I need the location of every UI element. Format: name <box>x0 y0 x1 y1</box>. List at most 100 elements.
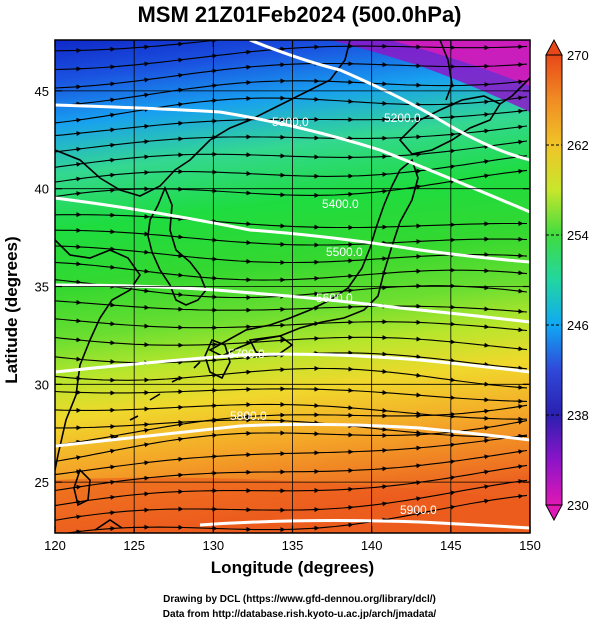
flow-arrow <box>142 427 150 433</box>
flow-arrow <box>448 504 456 510</box>
flow-arrow <box>482 438 490 444</box>
flow-arrow <box>516 79 524 85</box>
streamline <box>55 464 528 507</box>
flow-arrow <box>74 117 82 123</box>
flow-arrow <box>312 291 320 297</box>
flow-arrow <box>142 123 150 129</box>
streamline <box>55 80 528 107</box>
flow-arrow <box>142 61 150 67</box>
streamline <box>55 125 528 153</box>
credit-data: Data from http://database.rish.kyoto-u.a… <box>162 609 437 620</box>
flow-arrow <box>380 408 388 414</box>
contour-label: 5400.0 <box>322 197 359 211</box>
flow-arrow <box>74 356 82 362</box>
flow-arrow <box>414 463 422 469</box>
flow-arrow <box>176 456 184 462</box>
flow-arrow <box>74 318 82 324</box>
flow-arrow <box>448 377 456 383</box>
flow-arrow <box>516 95 524 101</box>
flow-arrow <box>176 292 184 298</box>
streamlines <box>55 40 528 533</box>
flow-arrow <box>74 529 82 533</box>
flow-arrow <box>74 161 82 167</box>
flow-arrow <box>414 372 422 378</box>
flow-arrow <box>516 270 524 276</box>
flow-arrow <box>516 168 524 174</box>
flow-arrow <box>414 354 422 360</box>
streamline <box>55 419 528 438</box>
flow-arrow <box>74 484 82 490</box>
flow-arrow <box>176 234 184 240</box>
flow-arrow <box>482 99 490 105</box>
flow-arrow <box>176 272 184 278</box>
streamline <box>55 318 528 332</box>
flow-arrow <box>210 237 218 243</box>
flow-arrow <box>176 102 184 108</box>
flow-arrow <box>448 442 456 448</box>
colorbar-label: 238 <box>567 408 589 423</box>
flow-arrow <box>74 514 82 520</box>
streamline <box>55 434 528 476</box>
flow-arrow <box>244 64 252 70</box>
contour-label: 5800.0 <box>230 409 267 423</box>
flow-arrow <box>108 112 116 118</box>
contour-label: 5600.0 <box>316 291 353 305</box>
streamline <box>55 40 223 52</box>
streamline <box>55 367 528 389</box>
flow-arrow <box>74 337 82 343</box>
streamline <box>55 214 527 229</box>
flow-arrow <box>516 327 524 333</box>
colorbar-label: 270 <box>567 48 589 63</box>
flow-arrow <box>176 57 184 63</box>
flow-arrow <box>346 505 354 510</box>
flow-arrow <box>380 369 388 374</box>
x-tick-label: 125 <box>123 538 145 553</box>
x-axis-label: Longitude (degrees) <box>210 558 375 577</box>
flow-arrow <box>108 97 116 103</box>
x-tick-label: 145 <box>440 538 462 553</box>
flow-arrow <box>448 164 456 170</box>
flow-arrow <box>448 339 456 345</box>
flow-arrow <box>482 361 490 367</box>
colorbar: 270 262 254 246 238 230 <box>545 38 589 522</box>
contour-label: 5900.0 <box>400 503 437 517</box>
flow-arrow <box>516 478 524 484</box>
streamline <box>55 261 528 281</box>
flow-arrow <box>108 127 116 133</box>
streamline <box>55 169 528 198</box>
flow-arrow <box>74 101 82 107</box>
flow-arrow <box>516 419 524 425</box>
flow-arrow <box>142 268 150 274</box>
streamline <box>55 229 528 246</box>
flow-arrow <box>210 256 218 262</box>
flow-arrow <box>516 288 524 294</box>
flow-arrow <box>380 501 388 507</box>
flow-arrow <box>516 404 524 410</box>
flow-arrow <box>482 128 490 134</box>
flow-arrow <box>414 511 422 517</box>
flow-arrow <box>380 426 388 432</box>
colorbar-label: 246 <box>567 318 589 333</box>
x-tick-label: 140 <box>361 538 383 553</box>
flow-arrow <box>74 191 82 197</box>
flow-arrow <box>516 124 524 130</box>
x-tick-label: 130 <box>202 538 224 553</box>
flow-arrow <box>108 494 116 500</box>
streamline <box>55 140 528 168</box>
flow-arrow <box>244 369 252 375</box>
flow-arrow <box>380 484 388 490</box>
flow-arrow <box>448 357 456 363</box>
flow-arrow <box>210 68 218 74</box>
map-title: MSM 21Z01Feb2024 (500.0hPa) <box>137 2 462 27</box>
flow-arrow <box>108 434 116 440</box>
flow-arrow <box>414 411 422 417</box>
x-tick-label: 135 <box>282 538 304 553</box>
flow-arrow <box>142 92 150 98</box>
flow-arrow <box>482 324 490 330</box>
colorbar-top-arrow <box>545 38 563 56</box>
streamline <box>55 403 527 420</box>
flow-arrow <box>346 522 354 528</box>
contour-label: 5200.0 <box>384 111 421 125</box>
colorbar-label: 230 <box>567 498 589 513</box>
